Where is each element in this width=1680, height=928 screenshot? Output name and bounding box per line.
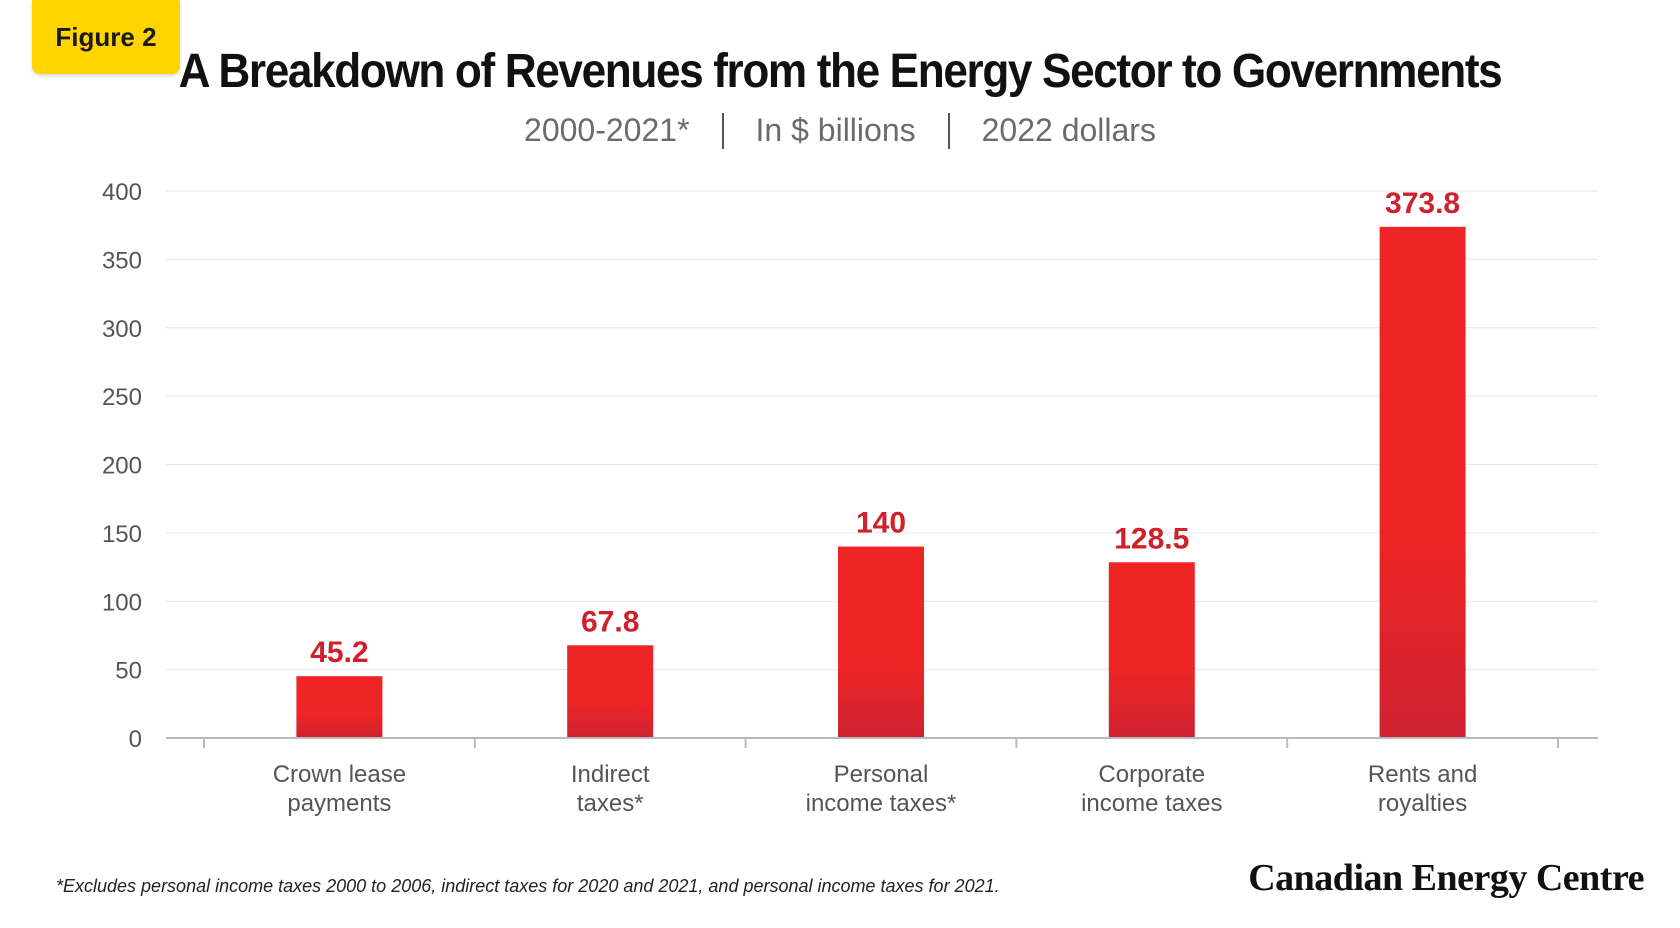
brand-logo: Canadian Energy Centre: [1248, 857, 1644, 899]
bar: [296, 676, 383, 738]
figure-badge-label: Figure 2: [55, 21, 157, 52]
bar: [838, 546, 924, 738]
y-tick-label: 100: [102, 589, 142, 616]
x-category-label: income taxes: [1081, 790, 1222, 817]
subtitle-divider: [721, 112, 724, 149]
x-category-label: Rents and: [1368, 761, 1477, 788]
bar-value-label: 373.8: [1385, 187, 1460, 220]
subtitle-divider: [947, 112, 950, 149]
y-tick-label: 150: [102, 521, 142, 548]
x-category-label: Crown lease: [273, 761, 406, 788]
x-axis: [166, 737, 1598, 748]
x-category-label: Corporate: [1098, 761, 1205, 788]
bars: [296, 226, 1466, 739]
y-tick-label: 300: [102, 316, 142, 343]
bar: [1108, 562, 1195, 738]
bar-value-label: 45.2: [310, 636, 368, 669]
x-category-label: payments: [287, 790, 391, 817]
bar-value-label: 67.8: [581, 605, 639, 638]
subtitle-dollars: 2022 dollars: [981, 112, 1156, 148]
x-category-label: taxes*: [577, 790, 644, 817]
chart-subtitle: 2000-2021* In $ billions 2022 dollars: [0, 112, 1680, 149]
x-category-label: Personal: [834, 761, 929, 788]
bar: [567, 645, 654, 738]
value-labels: 45.2 67.8 140 128.5 373.8: [310, 187, 1460, 669]
x-category-label: income taxes*: [806, 790, 957, 817]
subtitle-period: 2000-2021*: [524, 112, 690, 148]
bar: [1379, 226, 1466, 739]
bar-value-label: 128.5: [1114, 522, 1189, 555]
y-tick-label: 200: [102, 453, 142, 480]
y-tick-label: 400: [102, 179, 142, 206]
subtitle-units: In $ billions: [755, 112, 916, 148]
y-tick-label: 350: [102, 247, 142, 274]
y-axis-ticks: 0 50 100 150 200 250 300 350 400: [102, 179, 142, 753]
y-tick-label: 0: [129, 726, 142, 753]
y-tick-label: 50: [115, 658, 142, 685]
figure-badge: Figure 2: [32, 0, 180, 74]
footnote: *Excludes personal income taxes 2000 to …: [56, 876, 1000, 896]
y-tick-label: 250: [102, 384, 142, 411]
chart-title: A Breakdown of Revenues from the Energy …: [178, 45, 1503, 98]
bar-value-label: 140: [856, 507, 906, 540]
x-category-label: Indirect: [571, 761, 650, 788]
x-category-label: royalties: [1378, 790, 1467, 817]
